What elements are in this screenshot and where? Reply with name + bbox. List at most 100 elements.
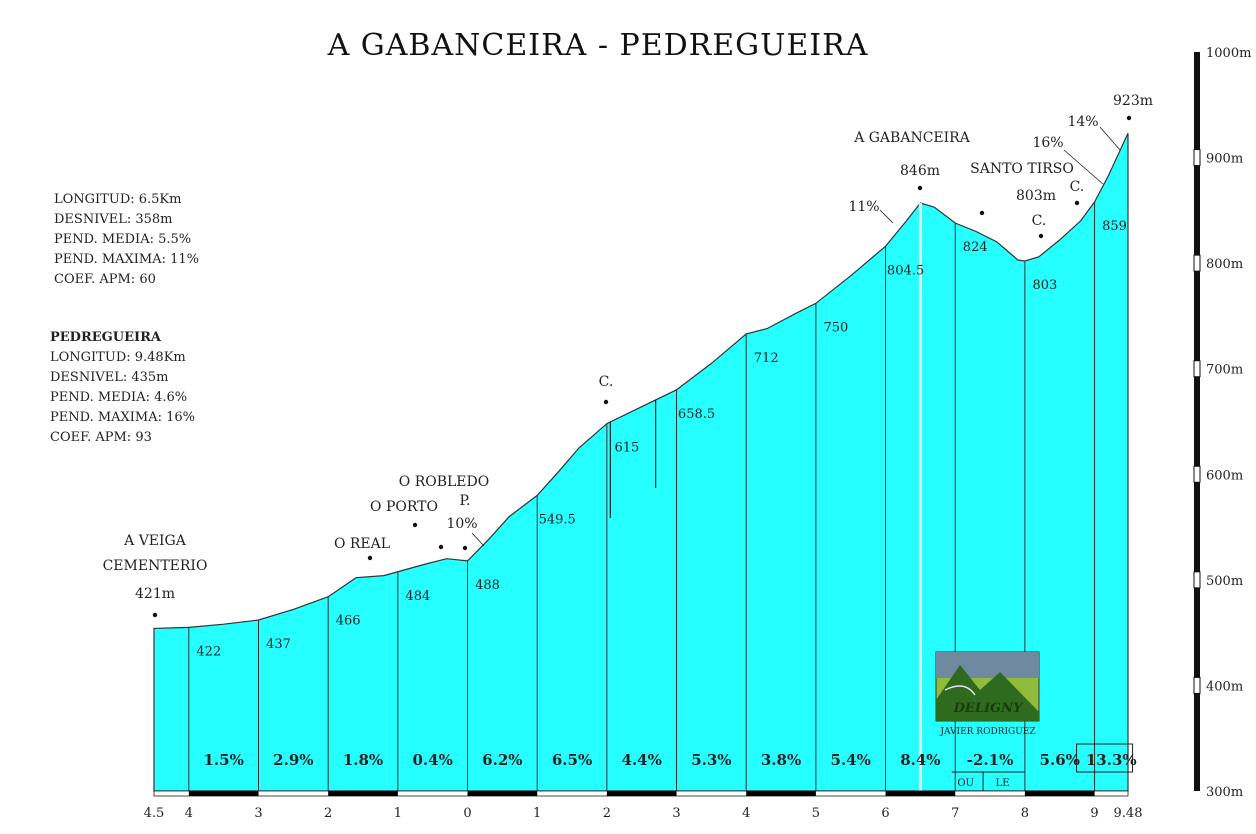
distance-bar-segment [467,791,538,796]
segment-gradient-label: -2.1% [967,751,1014,769]
km-elevation-label: 549.5 [539,512,576,527]
deligny-logo: DELIGNY JAVIER RODRIGUEZ [935,651,1040,737]
km-elevation-label: 859 [1102,219,1127,234]
slope-annotation: 10% [446,516,477,532]
segment-gradient-label: 1.5% [203,751,243,769]
distance-bar-segment [885,791,956,796]
chart-labels: 422 437 466 484 488 549.5 615 658.5 712 750 804.5 8… [103,93,1153,789]
elevation-axis-notch [1193,149,1201,167]
segment-gradient-label: 1.8% [343,751,383,769]
km-elevation-label: 466 [336,614,361,629]
x-tick-label: 1 [394,806,402,821]
place-label: O REAL [334,536,390,552]
slope-leader [1099,126,1121,151]
x-tick-label: 2 [603,806,611,821]
km-elevation-label: 804.5 [887,263,924,278]
logo-sky [936,652,1039,678]
y-tick-label: 500m [1206,574,1243,589]
elevation-axis-notch [1193,360,1201,378]
km-elevation-label: 803 [1032,278,1057,293]
place-label: O PORTO [370,499,438,515]
y-tick-label: 800m [1206,257,1243,272]
poi-marker [1038,233,1044,239]
place-label: C. [599,374,614,390]
x-tick-label: 4 [185,806,193,821]
distance-bar-segment [328,791,398,796]
stat-line: LONGITUD: 6.5Km [54,192,182,207]
x-tick-label: 0 [463,806,471,821]
km-elevation-label: 712 [754,351,779,366]
x-tick-label: 7 [951,806,959,821]
elevation-axis-notch [1193,571,1201,589]
segment-gradient-label: 8.4% [900,751,940,769]
km-elevation-label: 437 [266,637,291,652]
slope-leader [879,209,894,224]
x-tick-label: 4.5 [144,806,165,821]
stat-line: PEND. MEDIA: 4.6% [50,390,188,405]
y-tick-label: 900m [1206,152,1243,167]
gradient-box [1076,743,1134,773]
place-label: C. [1032,213,1047,229]
y-tick-label: 400m [1206,679,1243,694]
poi-marker [1074,200,1080,206]
x-tick-label: 3 [254,806,262,821]
km-elevation-label: 824 [963,240,988,255]
segment-sub-label: LE [996,778,1010,789]
x-tick-label: 9.48 [1114,806,1143,821]
place-label: 846m [900,163,940,179]
segment-gradient-label: 13.3% [1086,751,1137,769]
poi-marker [152,612,158,618]
poi-marker [438,544,444,550]
distance-bar-segment [606,791,677,796]
place-label: SANTO TIRSO [970,161,1074,177]
segment-gradient-label: 4.4% [622,751,662,769]
slope-annotation: 14% [1067,114,1098,130]
slope-leader [1063,149,1104,185]
poi-marker [412,522,418,528]
slope-annotation: 16% [1032,135,1063,151]
climb-stats-pedregueira: PEDREGUEIRA LONGITUD: 9.48Km DESNIVEL: 4… [50,328,195,448]
stat-line: DESNIVEL: 358m [54,212,173,227]
x-tick-label: 4 [742,806,750,821]
km-elevation-label: 488 [475,578,500,593]
distance-bar-segment [746,791,816,796]
logo-name: DELIGNY [953,701,1024,716]
stat-line: COEF. APM: 93 [50,430,152,445]
segment-gradient-label: 3.8% [761,751,801,769]
page-title: A GABANCEIRA - PEDREGUEIRA [327,28,869,63]
km-elevation-label: 484 [405,589,430,604]
elevation-axis-notch [1193,465,1201,483]
stat-line: COEF. APM: 60 [54,272,156,287]
place-label: O ROBLEDO [399,474,489,490]
x-tick-label: 9 [1090,806,1098,821]
poi-marker [1126,115,1132,121]
km-elevation-label: 658.5 [678,407,715,422]
poi-marker [367,555,373,561]
x-tick-label: 1 [533,806,541,821]
distance-bar-segment [1024,791,1095,796]
km-elevation-label: 422 [196,644,221,659]
y-tick-label: 700m [1206,363,1243,378]
climb-stats-gabanceira: LONGITUD: 6.5Km DESNIVEL: 358m PEND. MED… [54,190,199,290]
x-tick-label: 6 [881,806,889,821]
place-label: 421m [135,586,175,602]
stat-line: PEND. MAXIMA: 11% [54,252,200,267]
segment-gradient-label: 6.5% [552,751,592,769]
place-label: CEMENTERIO [103,558,208,574]
poi-marker [979,210,985,216]
place-label: C. [1070,179,1085,195]
elevation-axis: 300m 400m 500m 600m 700m 800m 900m 1000m [1193,46,1251,800]
segment-gradient-label: 2.9% [273,751,313,769]
place-label: 923m [1113,93,1153,109]
distance-bar-segment [188,791,259,796]
stat-line: LONGITUD: 9.48Km [50,350,186,365]
slope-leader [471,532,485,547]
y-tick-label: 300m [1206,785,1243,800]
segment-gradient-label: 5.6% [1040,751,1080,769]
place-label: 803m [1016,188,1056,204]
km-elevation-label: 615 [614,441,639,456]
place-label: P. [459,493,470,509]
y-tick-label: 600m [1206,468,1243,483]
segment-gradient-label: 0.4% [413,751,453,769]
poi-marker [462,545,468,551]
